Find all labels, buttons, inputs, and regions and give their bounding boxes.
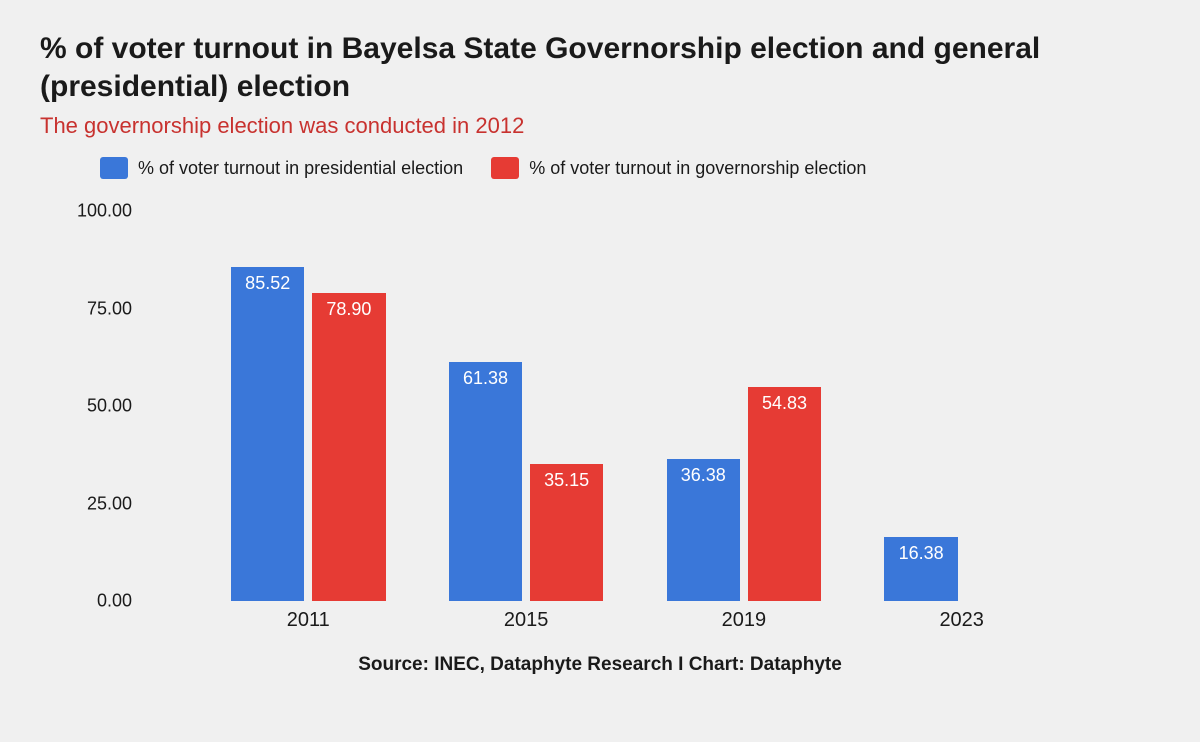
x-axis-tick: 2015 — [504, 609, 549, 632]
bar-value-label: 85.52 — [245, 273, 290, 294]
bar: 36.38 — [667, 459, 740, 601]
bar-value-label: 54.83 — [762, 393, 807, 414]
bar: 61.38 — [449, 362, 522, 601]
y-axis-tick: 50.00 — [52, 396, 132, 417]
source-line: Source: INEC, Dataphyte Research I Chart… — [40, 654, 1160, 676]
legend: % of voter turnout in presidential elect… — [100, 157, 1160, 179]
y-axis-tick: 75.00 — [52, 298, 132, 319]
bar: 35.15 — [530, 464, 603, 601]
bar: 16.38 — [884, 537, 957, 601]
legend-label: % of voter turnout in governorship elect… — [529, 158, 866, 179]
x-axis-tick: 2019 — [722, 609, 767, 632]
y-axis-tick: 100.00 — [52, 201, 132, 222]
legend-swatch — [491, 157, 519, 179]
bar-value-label: 35.15 — [544, 470, 589, 491]
chart-title: % of voter turnout in Bayelsa State Gove… — [40, 30, 1160, 105]
legend-item: % of voter turnout in governorship elect… — [491, 157, 866, 179]
bar-value-label: 78.90 — [326, 299, 371, 320]
legend-item: % of voter turnout in presidential elect… — [100, 157, 463, 179]
legend-swatch — [100, 157, 128, 179]
bar-value-label: 16.38 — [899, 543, 944, 564]
x-axis-tick: 2011 — [287, 609, 330, 632]
bar: 54.83 — [748, 387, 821, 601]
legend-label: % of voter turnout in presidential elect… — [138, 158, 463, 179]
plot-area: 85.52 78.90 61.38 35.15 36.38 54.83 16.38 — [140, 211, 1130, 601]
x-axis-tick: 2023 — [939, 609, 984, 632]
chart-area: 85.52 78.90 61.38 35.15 36.38 54.83 16.38 0.00… — [40, 201, 1160, 646]
bar-value-label: 36.38 — [681, 465, 726, 486]
y-axis-tick: 25.00 — [52, 493, 132, 514]
bar: 78.90 — [312, 293, 385, 601]
y-axis-tick: 0.00 — [52, 591, 132, 612]
bar-value-label: 61.38 — [463, 368, 508, 389]
bar: 85.52 — [231, 267, 304, 601]
chart-subtitle: The governorship election was conducted … — [40, 113, 1160, 139]
